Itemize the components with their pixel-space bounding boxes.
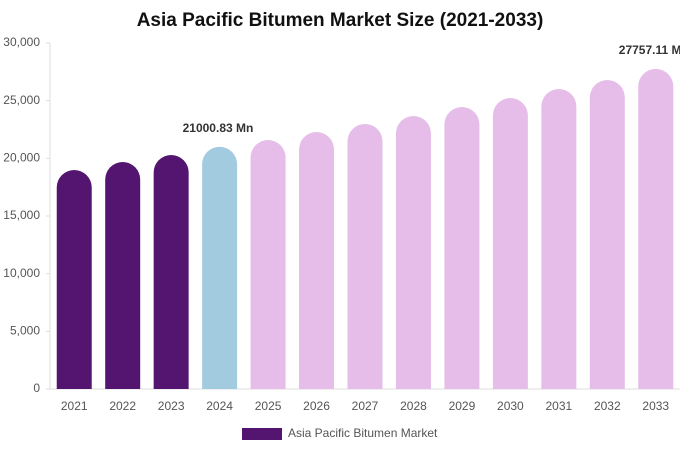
bar [153, 154, 189, 389]
bar [299, 132, 335, 389]
x-tick-label: 2021 [61, 399, 88, 413]
y-tick-label: 25,000 [3, 93, 40, 107]
x-tick-label: 2025 [255, 399, 282, 413]
value-label: 21000.83 Mn [183, 121, 254, 135]
bar [492, 98, 528, 390]
bar [541, 89, 577, 389]
x-tick-label: 2031 [545, 399, 572, 413]
bar [444, 107, 480, 389]
y-tick-label: 10,000 [3, 266, 40, 280]
y-tick-label: 15,000 [3, 208, 40, 222]
bar [347, 123, 383, 390]
bar [395, 116, 431, 389]
x-tick-label: 2022 [109, 399, 136, 413]
x-tick-label: 2032 [594, 399, 621, 413]
bar [105, 162, 141, 389]
x-tick-label: 2024 [206, 399, 233, 413]
legend-label: Asia Pacific Bitumen Market [288, 426, 438, 440]
x-tick-label: 2033 [642, 399, 669, 413]
x-tick-label: 2026 [303, 399, 330, 413]
bar [250, 140, 286, 389]
legend-swatch [242, 428, 282, 440]
bar [638, 68, 674, 390]
bar [56, 169, 92, 389]
value-label: 27757.11 Mn [619, 43, 680, 57]
y-tick-label: 0 [33, 381, 40, 395]
y-tick-label: 20,000 [3, 151, 40, 165]
x-tick-label: 2027 [352, 399, 379, 413]
chart-title: Asia Pacific Bitumen Market Size (2021-2… [137, 10, 544, 31]
y-tick-label: 5,000 [10, 324, 40, 338]
y-tick-label: 30,000 [3, 35, 40, 49]
x-tick-label: 2029 [449, 399, 476, 413]
x-tick-label: 2030 [497, 399, 524, 413]
x-tick-label: 2023 [158, 399, 185, 413]
bar [589, 80, 625, 389]
bar [202, 146, 238, 389]
x-tick-label: 2028 [400, 399, 427, 413]
